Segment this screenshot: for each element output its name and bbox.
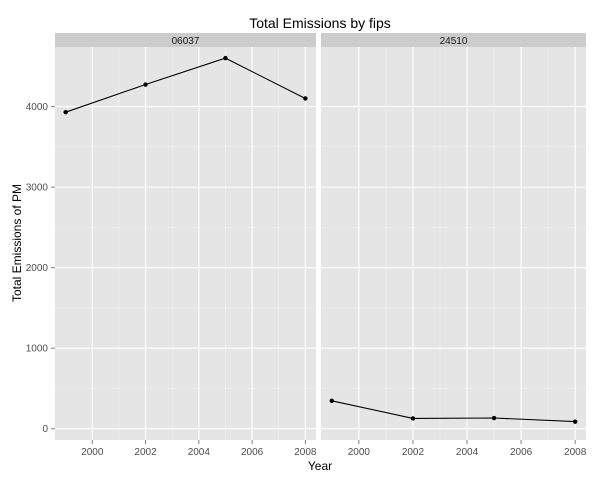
data-point bbox=[572, 419, 578, 424]
data-point bbox=[491, 415, 497, 421]
facet-24510: 24510 bbox=[321, 33, 586, 440]
y-tick-label: 2000 bbox=[26, 263, 49, 274]
data-point bbox=[410, 416, 416, 421]
data-point bbox=[223, 55, 228, 61]
panel-06037 bbox=[55, 47, 316, 440]
x-tick-label: 2008 bbox=[294, 447, 317, 458]
strip-06037 bbox=[55, 33, 316, 47]
strip-24510 bbox=[321, 33, 586, 47]
y-tick-label: 0 bbox=[42, 424, 48, 435]
x-tick-label: 2000 bbox=[81, 447, 104, 458]
series-24510 bbox=[329, 398, 578, 424]
y-tick-label: 4000 bbox=[26, 102, 49, 113]
strip-label-06037: 06037 bbox=[172, 36, 200, 47]
x-tick-label: 2002 bbox=[402, 447, 425, 458]
series-line bbox=[331, 400, 576, 423]
x-tick-label: 2006 bbox=[241, 447, 264, 458]
y-axis-title: Total Emissions of PM bbox=[10, 184, 24, 302]
y-axis: 0 1000 2000 3000 4000 bbox=[26, 102, 55, 435]
series-line bbox=[65, 57, 306, 113]
data-point bbox=[143, 82, 148, 87]
x-tick-label: 2002 bbox=[134, 447, 157, 458]
y-tick-label: 1000 bbox=[26, 344, 49, 355]
x-tick-label: 2004 bbox=[456, 447, 479, 458]
grid-24510 bbox=[321, 47, 586, 440]
chart-title: Total Emissions by fips bbox=[249, 15, 391, 31]
data-point bbox=[303, 96, 308, 101]
facet-06037: 06037 bbox=[55, 33, 316, 440]
data-point bbox=[329, 398, 335, 403]
x-axis: 2000 2002 2004 2006 2008 2000 2002 2004 2006 2008 bbox=[81, 440, 587, 458]
series-06037 bbox=[63, 55, 308, 115]
y-tick-label: 3000 bbox=[26, 183, 49, 194]
x-tick-label: 2004 bbox=[188, 447, 211, 458]
x-axis-title: Year bbox=[308, 459, 332, 473]
x-tick-label: 2006 bbox=[510, 447, 533, 458]
x-tick-label: 2008 bbox=[564, 447, 587, 458]
data-point bbox=[63, 109, 68, 115]
grid-06037 bbox=[55, 47, 316, 440]
panel-24510 bbox=[321, 47, 586, 440]
x-tick-label: 2000 bbox=[348, 447, 371, 458]
strip-label-24510: 24510 bbox=[440, 36, 468, 47]
